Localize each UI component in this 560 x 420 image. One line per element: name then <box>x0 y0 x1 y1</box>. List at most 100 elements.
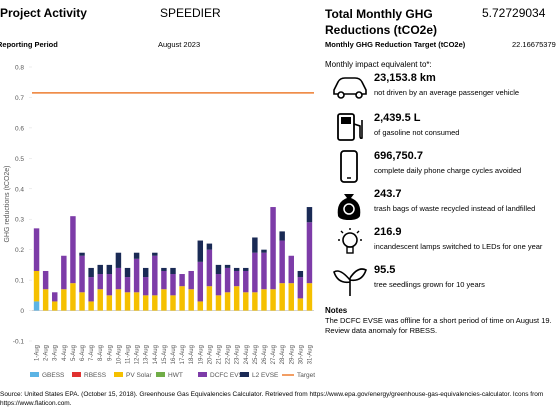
bar-segment <box>252 252 258 293</box>
bar-segment <box>279 231 285 241</box>
bar-segment <box>61 289 67 311</box>
bar-segment <box>224 292 231 311</box>
x-tick-label: 1-Aug <box>35 345 41 361</box>
bar-segment <box>170 267 176 275</box>
legend-label: GBESS <box>42 372 65 379</box>
bar-segment <box>152 255 158 296</box>
car-icon <box>333 77 367 99</box>
x-tick-label: 24-Aug <box>244 345 250 364</box>
legend-swatch <box>114 372 123 377</box>
bar-segment <box>161 289 167 311</box>
bar-segment <box>197 261 204 302</box>
bar-segment <box>297 277 304 299</box>
x-tick-label: 22-Aug <box>226 345 232 364</box>
bar-segment <box>306 222 313 284</box>
x-tick-label: 27-Aug <box>271 345 277 364</box>
legend-swatch <box>156 372 165 377</box>
bar-segment <box>206 249 213 287</box>
bar-segment <box>106 274 113 296</box>
bar-segment <box>288 255 294 284</box>
period: August 2023 <box>158 40 201 49</box>
bar-segment <box>88 277 94 302</box>
bar-segment <box>188 270 194 290</box>
x-tick-label: 19-Aug <box>198 345 204 364</box>
bar-segment <box>179 274 185 287</box>
impact: 2,439.5 L of gasoline not consumed <box>324 110 560 148</box>
impact-text: tree seedlings grown for 10 years <box>374 280 485 289</box>
notes-text: The DCFC EVSE was offline for a short pe… <box>325 316 552 335</box>
impact-value: 243.7 <box>374 188 402 200</box>
impact-value: 23,153.8 km <box>374 72 436 84</box>
impact-intro: Monthly impact equivalent to*: <box>325 60 432 69</box>
legend-label: DCFC EVSE <box>210 372 248 379</box>
bar-segment <box>215 295 222 311</box>
x-tick-label: 21-Aug <box>216 345 222 364</box>
bar-segment <box>142 295 149 311</box>
legend-label: PV Solar <box>126 372 152 379</box>
bar-segment <box>188 289 194 311</box>
notes-title: Notes <box>325 306 348 315</box>
bar-segment <box>142 277 149 296</box>
bar-segment <box>88 301 94 311</box>
x-tick-label: 11-Aug <box>126 345 132 364</box>
impact: 95.5 tree seedlings grown for 10 years <box>324 262 560 300</box>
bar-segment <box>279 240 285 284</box>
x-tick-label: 6-Aug <box>80 345 86 361</box>
bar-segment <box>306 283 313 311</box>
x-tick-label: 2-Aug <box>44 345 50 361</box>
bar-segment <box>252 237 258 253</box>
bar-segment <box>106 264 113 275</box>
impact: 696,750.7 complete daily phone charge cyc… <box>324 148 560 186</box>
bar-segment <box>52 301 58 311</box>
legend-swatch <box>72 372 81 377</box>
bar-segment <box>33 228 40 271</box>
y-tick-label: -0.1 <box>13 339 25 346</box>
bar-segment <box>115 289 122 311</box>
impact-text: trash bags of waste recycled instead of … <box>374 204 536 213</box>
bar-segment <box>70 283 76 311</box>
bar-segment <box>306 207 313 223</box>
bar-segment <box>270 207 276 290</box>
bar-segment <box>261 249 267 253</box>
bar-segment <box>161 267 167 271</box>
x-tick-label: 25-Aug <box>253 345 259 364</box>
bar-segment <box>170 274 176 296</box>
bar-segment <box>233 286 240 311</box>
impact-text: complete daily phone charge cycles avoid… <box>374 166 522 175</box>
x-tick-label: 23-Aug <box>235 345 241 364</box>
x-tick-label: 7-Aug <box>89 345 95 361</box>
bar-segment <box>124 292 131 311</box>
bar-segment <box>52 292 58 302</box>
chart: GHG reductions (tCO2e) -0.1 0 0.1 0.2 0.3 0.4 0… <box>4 65 315 380</box>
bar-segment <box>279 283 285 311</box>
impact-value: 696,750.7 <box>374 150 423 162</box>
legend-label: RBESS <box>84 372 107 379</box>
legend-swatch <box>198 372 207 377</box>
bar-segment <box>70 216 76 284</box>
bar-segment <box>215 264 222 275</box>
target-label: Monthly GHG Reduction Target (tCO2e) <box>325 40 466 49</box>
bar-segment <box>115 252 122 268</box>
bar-segment <box>133 292 140 311</box>
seedling-icon <box>333 268 367 296</box>
bar-segment <box>206 243 213 250</box>
x-tick-label: 12-Aug <box>135 345 141 364</box>
x-tick-label: 3-Aug <box>53 345 59 361</box>
bar-segment <box>124 267 131 278</box>
x-tick-label: 17-Aug <box>180 345 186 364</box>
bar-segment <box>288 283 294 311</box>
bar-segment <box>106 295 113 311</box>
impact: 23,153.8 km not driven by an average pass… <box>324 70 560 108</box>
bar-segment <box>124 277 131 293</box>
bar-segment <box>270 289 276 311</box>
bar-segment <box>79 255 85 293</box>
x-tick-label: 8-Aug <box>98 345 104 361</box>
bar-segment <box>170 295 176 311</box>
bar-segment <box>297 298 304 311</box>
x-tick-label: 29-Aug <box>289 345 295 364</box>
y-tick-label: 0.8 <box>15 65 24 72</box>
x-tick-label: 28-Aug <box>280 345 286 364</box>
bar-segment <box>252 292 258 311</box>
y-tick-label: 0.7 <box>15 95 24 102</box>
